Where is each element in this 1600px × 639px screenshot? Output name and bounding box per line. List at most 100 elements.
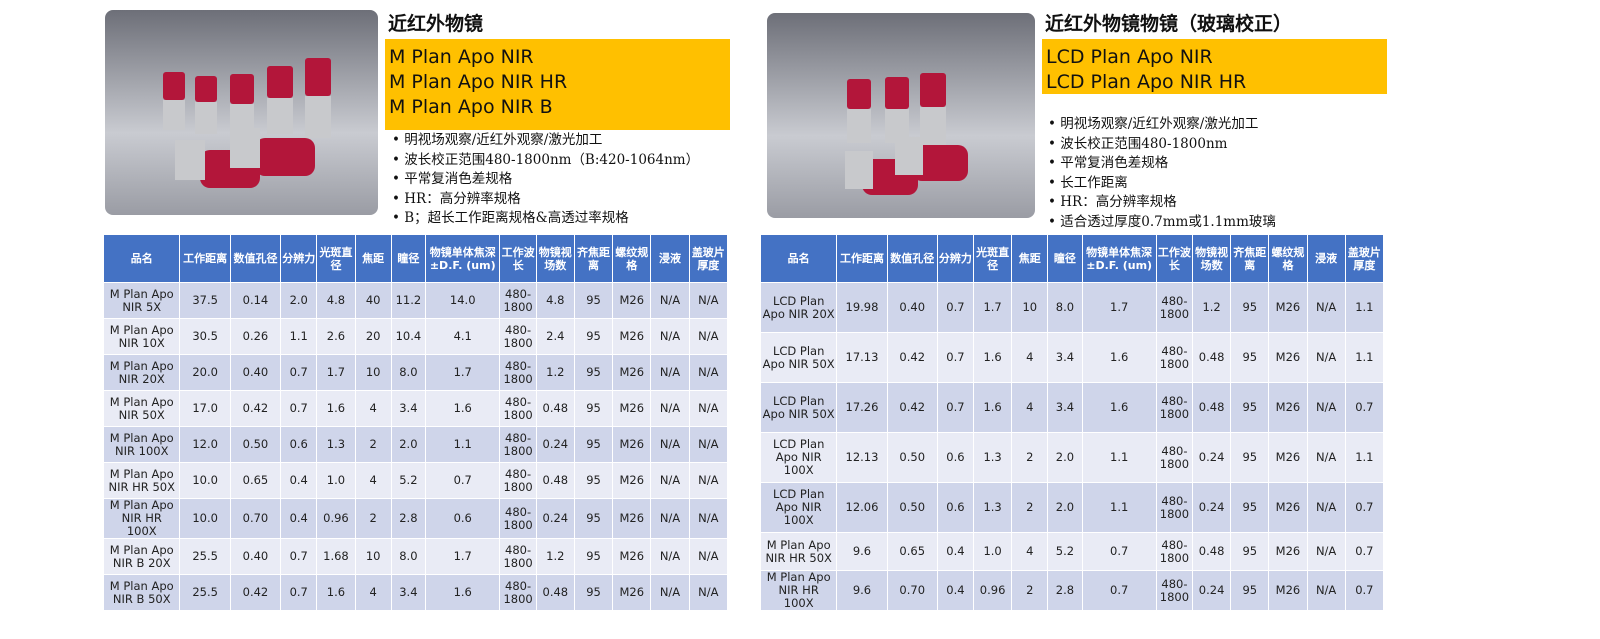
table-cell: 95 [1230, 332, 1270, 383]
table-cell: 1.7 [424, 354, 501, 391]
table-cell: 480-1800 [1155, 282, 1194, 333]
header-cell: 物镜单体焦深±D.F. (um) [1081, 234, 1157, 283]
table-cell: 480-1800 [1155, 332, 1194, 383]
table-cell: M26 [612, 282, 652, 319]
table-cell: M26 [612, 574, 652, 611]
table-cell: 1.68 [316, 538, 356, 575]
table-cell: 1.0 [316, 462, 356, 499]
header-cell: 物镜单体焦深±D.F. (um) [424, 234, 501, 283]
table-cell: 0.6 [936, 482, 975, 533]
table-cell: 2.8 [390, 498, 427, 539]
table-cell: 17.13 [836, 332, 888, 383]
table-cell: 0.7 [936, 332, 975, 383]
table-cell: 0.48 [535, 462, 575, 499]
table-cell: 480-1800 [1155, 382, 1194, 433]
table-cell: 1.1 [1344, 432, 1385, 483]
table-cell: 480-1800 [499, 462, 537, 499]
table-cell: M Plan Apo NIR 100X [102, 426, 181, 463]
table-cell: 1.2 [1192, 282, 1232, 333]
feature-item: • 明视场观察/近红外观察/激光加工 [392, 132, 603, 148]
feature-item: • HR：高分辨率规格 [392, 190, 521, 207]
table-cell: 14.0 [424, 282, 501, 319]
table-cell: M Plan Apo NIR 5X [102, 282, 181, 319]
product-name: M Plan Apo NIR B [389, 96, 553, 118]
table-cell: 480-1800 [499, 390, 537, 427]
table-cell: 4.1 [424, 318, 501, 355]
table-cell: N/A [650, 574, 690, 611]
table-cell: 25.5 [179, 538, 231, 575]
table-cell: M26 [612, 318, 652, 355]
feature-item: • 平常复消色差规格 [392, 171, 513, 187]
table-cell: 95 [1230, 282, 1270, 333]
table-cell: 0.42 [229, 390, 282, 427]
table-cell: M Plan Apo NIR B 50X [102, 574, 181, 611]
table-cell: M Plan Apo NIR HR 100X [759, 570, 838, 611]
product-name: LCD Plan Apo NIR HR [1046, 71, 1247, 93]
table-cell: 1.6 [316, 574, 356, 611]
table-cell: 19.98 [836, 282, 888, 333]
table-cell: 0.48 [1192, 532, 1232, 571]
table-cell: N/A [688, 354, 729, 391]
product-name: LCD Plan Apo NIR [1046, 46, 1213, 68]
table-cell: 0.7 [1081, 532, 1157, 571]
table-cell: 3.4 [1047, 332, 1083, 383]
table-cell: 0.7 [424, 462, 501, 499]
header-cell: 工作距离 [836, 234, 888, 283]
table-cell: 10.4 [390, 318, 427, 355]
table-row: M Plan Apo NIR B 50X 25.5 0.42 0.7 1.6 4 3.4 1.… [102, 574, 729, 611]
table-cell: 1.7 [972, 282, 1013, 333]
table-cell: 480-1800 [499, 426, 537, 463]
table-cell: 480-1800 [499, 498, 537, 539]
header-cell: 光斑直径 [972, 234, 1013, 283]
feature-item: • 适合透过厚度0.7mm或1.1mm玻璃 [1048, 213, 1276, 230]
table-cell: 0.6 [424, 498, 501, 539]
table-cell: 4 [1011, 532, 1049, 571]
feature-list: • 明视场观察/近红外观察/激光加工 • 波长校正范围480-1800nm（B:4… [392, 131, 699, 229]
table-cell: 0.70 [229, 498, 282, 539]
table-cell: N/A [1306, 332, 1346, 383]
table-cell: 480-1800 [1155, 482, 1194, 533]
table-cell: 5.2 [390, 462, 427, 499]
header-cell: 工作波长 [499, 234, 537, 283]
table-cell: N/A [650, 390, 690, 427]
table-cell: 95 [573, 390, 614, 427]
table-row: M Plan Apo NIR HR 50X 9.6 0.65 0.4 1.0 4 5.2 0.… [759, 532, 1385, 571]
table-cell: N/A [650, 318, 690, 355]
table-cell: M26 [1268, 332, 1308, 383]
table-cell: 95 [573, 318, 614, 355]
table-cell: 10 [354, 538, 392, 575]
header-cell: 瞳径 [1047, 234, 1083, 283]
table-cell: N/A [650, 426, 690, 463]
header-cell: 品名 [759, 234, 838, 283]
table-cell: 0.50 [229, 426, 282, 463]
feature-item: • B；超长工作距离规格&高透过率规格 [392, 210, 629, 226]
table-cell: N/A [1306, 382, 1346, 433]
table-cell: 480-1800 [499, 538, 537, 575]
table-cell: M26 [1268, 570, 1308, 611]
table-cell: M Plan Apo NIR HR 100X [102, 498, 181, 539]
header-cell: 工作波长 [1155, 234, 1194, 283]
table-cell: 1.3 [972, 482, 1013, 533]
table-cell: 2.0 [1047, 432, 1083, 483]
table-row: LCD Plan Apo NIR 100X 12.06 0.50 0.6 1.3 2 2.0… [759, 482, 1385, 533]
feature-item: • 长工作距离 [1048, 174, 1128, 191]
table-cell: LCD Plan Apo NIR 100X [759, 432, 838, 483]
table-cell: LCD Plan Apo NIR 100X [759, 482, 838, 533]
table-cell: M Plan Apo NIR HR 50X [759, 532, 838, 571]
table-cell: 480-1800 [499, 282, 537, 319]
product-name: M Plan Apo NIR [389, 46, 534, 68]
table-cell: 95 [573, 498, 614, 539]
table-cell: 0.7 [280, 538, 318, 575]
product-photo [105, 10, 378, 215]
feature-item: • 波长校正范围480-1800nm（B:420-1064nm） [392, 151, 700, 168]
table-cell: 1.6 [316, 390, 356, 427]
table-cell: N/A [650, 282, 690, 319]
panel-title: 近红外物镜 [388, 13, 484, 35]
header-cell: 品名 [102, 234, 181, 283]
header-cell: 焦距 [1011, 234, 1049, 283]
table-cell: 9.6 [836, 570, 888, 611]
table-cell: 1.6 [424, 390, 501, 427]
table-cell: 0.7 [1344, 570, 1385, 611]
table-cell: 0.40 [229, 538, 282, 575]
